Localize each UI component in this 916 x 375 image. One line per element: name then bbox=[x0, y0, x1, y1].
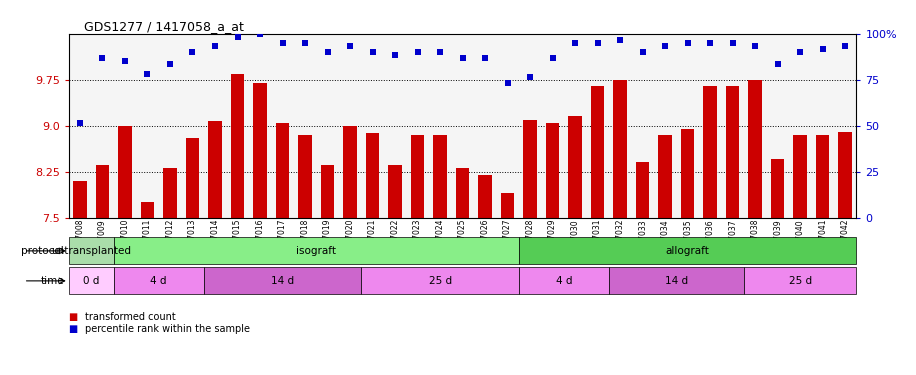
Bar bbox=[231, 74, 245, 217]
Bar bbox=[793, 135, 807, 218]
Bar bbox=[344, 126, 357, 218]
Bar bbox=[591, 86, 605, 218]
Bar bbox=[253, 83, 267, 218]
Bar bbox=[771, 159, 784, 218]
Point bbox=[230, 34, 245, 40]
Point bbox=[545, 55, 560, 61]
Bar bbox=[410, 135, 424, 218]
Bar bbox=[141, 202, 154, 217]
Point bbox=[793, 49, 808, 55]
Point bbox=[117, 58, 132, 64]
Bar bbox=[748, 80, 762, 218]
Bar bbox=[299, 135, 311, 218]
Point bbox=[410, 49, 425, 55]
Bar bbox=[659, 135, 672, 218]
Point bbox=[208, 43, 223, 49]
Bar bbox=[388, 165, 402, 218]
Point bbox=[838, 43, 853, 49]
Bar bbox=[703, 86, 717, 218]
Point bbox=[815, 46, 830, 52]
Text: time: time bbox=[40, 276, 64, 286]
Point bbox=[185, 49, 200, 55]
Bar bbox=[69, 267, 114, 294]
Point bbox=[725, 40, 740, 46]
Bar bbox=[163, 168, 177, 217]
Point bbox=[568, 40, 583, 46]
Bar bbox=[321, 165, 334, 218]
Text: 4 d: 4 d bbox=[556, 276, 572, 286]
Text: 14 d: 14 d bbox=[271, 276, 294, 286]
Bar bbox=[501, 193, 515, 217]
Point bbox=[343, 43, 357, 49]
Point bbox=[253, 31, 267, 37]
Bar bbox=[456, 168, 469, 217]
Point bbox=[590, 40, 605, 46]
Point bbox=[387, 52, 402, 58]
Text: isograft: isograft bbox=[296, 246, 336, 256]
Bar bbox=[433, 135, 447, 218]
Bar bbox=[744, 267, 856, 294]
Point bbox=[613, 37, 627, 43]
Bar bbox=[114, 267, 203, 294]
Text: percentile rank within the sample: percentile rank within the sample bbox=[85, 324, 250, 334]
Text: ■: ■ bbox=[69, 324, 82, 334]
Bar bbox=[208, 121, 222, 218]
Point bbox=[298, 40, 312, 46]
Bar bbox=[361, 267, 518, 294]
Point bbox=[658, 43, 672, 49]
Point bbox=[140, 70, 155, 76]
Text: untransplanted: untransplanted bbox=[51, 246, 131, 256]
Point bbox=[500, 80, 515, 86]
Point bbox=[703, 40, 717, 46]
Point bbox=[681, 40, 695, 46]
Bar bbox=[838, 132, 852, 218]
Bar bbox=[95, 165, 109, 218]
Bar bbox=[114, 237, 518, 264]
Bar bbox=[725, 86, 739, 218]
Point bbox=[636, 49, 650, 55]
Bar bbox=[636, 162, 649, 218]
Text: 25 d: 25 d bbox=[789, 276, 812, 286]
Bar bbox=[609, 267, 744, 294]
Text: 4 d: 4 d bbox=[150, 276, 167, 286]
Text: ■: ■ bbox=[69, 312, 82, 322]
Point bbox=[275, 40, 289, 46]
Bar bbox=[614, 80, 627, 218]
Text: GDS1277 / 1417058_a_at: GDS1277 / 1417058_a_at bbox=[84, 20, 245, 33]
Point bbox=[432, 49, 447, 55]
Point bbox=[478, 55, 493, 61]
Point bbox=[95, 55, 110, 61]
Text: 0 d: 0 d bbox=[83, 276, 100, 286]
Bar bbox=[523, 120, 537, 218]
Bar bbox=[681, 129, 694, 217]
Text: transformed count: transformed count bbox=[85, 312, 176, 322]
Text: protocol: protocol bbox=[21, 246, 64, 256]
Bar bbox=[73, 181, 87, 218]
Text: 25 d: 25 d bbox=[429, 276, 452, 286]
Bar bbox=[203, 267, 361, 294]
Bar bbox=[478, 175, 492, 217]
Point bbox=[747, 43, 762, 49]
Bar bbox=[816, 135, 830, 218]
Bar bbox=[365, 133, 379, 218]
Bar bbox=[69, 237, 114, 264]
Point bbox=[72, 120, 87, 126]
Bar bbox=[518, 267, 609, 294]
Bar bbox=[276, 123, 289, 218]
Text: allograft: allograft bbox=[666, 246, 710, 256]
Point bbox=[365, 49, 380, 55]
Bar bbox=[518, 237, 856, 264]
Bar bbox=[568, 117, 582, 218]
Point bbox=[770, 62, 785, 68]
Text: 14 d: 14 d bbox=[665, 276, 688, 286]
Point bbox=[163, 62, 178, 68]
Bar bbox=[118, 126, 132, 218]
Point bbox=[321, 49, 335, 55]
Point bbox=[523, 74, 538, 80]
Point bbox=[455, 55, 470, 61]
Bar bbox=[186, 138, 200, 218]
Bar bbox=[546, 123, 560, 218]
